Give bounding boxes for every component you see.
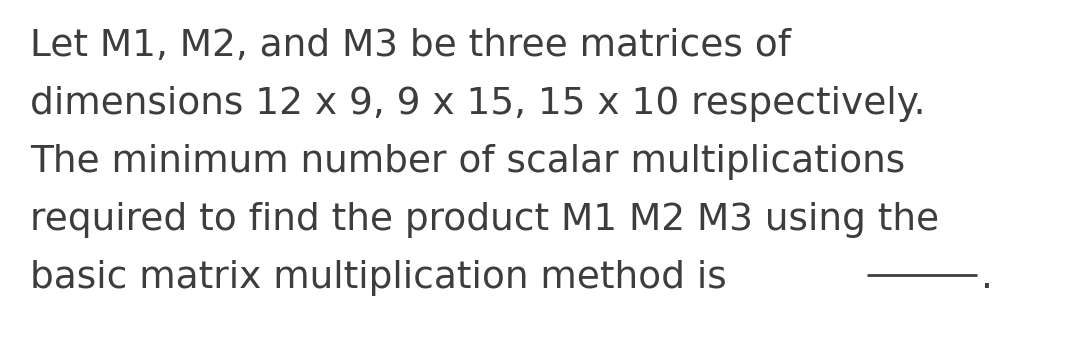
Text: dimensions 12 x 9, 9 x 15, 15 x 10 respectively.: dimensions 12 x 9, 9 x 15, 15 x 10 respe… [30, 86, 926, 122]
Text: .: . [981, 260, 993, 296]
Text: Let M1, M2, and M3 be three matrices of: Let M1, M2, and M3 be three matrices of [30, 28, 791, 64]
Text: required to find the product M1 M2 M3 using the: required to find the product M1 M2 M3 us… [30, 202, 940, 238]
Text: basic matrix multiplication method is: basic matrix multiplication method is [30, 260, 727, 296]
Text: The minimum number of scalar multiplications: The minimum number of scalar multiplicat… [30, 144, 905, 180]
